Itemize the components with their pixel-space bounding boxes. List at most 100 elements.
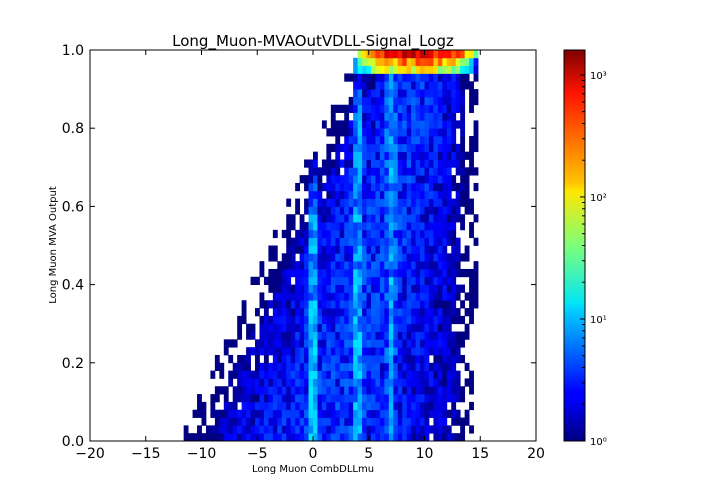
heatmap-cell [228,425,234,434]
heatmap-cell [272,354,278,364]
heatmap-cell [237,331,243,340]
heatmap-cell [348,276,354,285]
heatmap-cell [357,378,363,387]
heatmap-cell [451,245,457,254]
heatmap-cell [406,120,412,129]
heatmap-cell [437,214,443,223]
heatmap-cell [469,401,474,411]
heatmap-cell [460,425,466,434]
heatmap-cell [304,222,309,231]
heatmap-cell [192,433,198,442]
heatmap-cell [366,386,372,395]
heatmap-cell [370,370,376,379]
heatmap-cell [313,308,318,317]
heatmap-cell [451,89,457,98]
heatmap-cell [268,323,274,332]
heatmap-cell [357,339,363,348]
heatmap-cell [344,214,350,223]
heatmap-cell [290,237,296,246]
heatmap-cell [250,409,256,418]
heatmap-cell [469,159,474,168]
heatmap-cell [437,57,443,67]
heatmap-cell [442,143,448,153]
heatmap-cell [357,354,363,364]
heatmap-cell [308,300,314,309]
heatmap-cell [344,159,350,168]
heatmap-cell [442,378,448,387]
heatmap-cell [366,128,372,137]
heatmap-cell [437,292,443,301]
heatmap-cell [321,214,327,223]
heatmap-cell [420,57,425,67]
heatmap-cell [344,339,350,348]
heatmap-cell [313,268,318,278]
heatmap-cell [232,417,238,426]
heatmap-cell [433,378,439,387]
heatmap-cell [339,104,345,113]
heatmap-cell [366,151,372,160]
heatmap-cell [299,347,305,356]
heatmap-cell [460,96,466,106]
heatmap-cell [353,222,358,231]
heatmap-cell [246,417,251,426]
heatmap-cell [406,354,412,364]
heatmap-cell [272,417,278,426]
heatmap-cell [290,300,296,309]
heatmap-cell [348,292,354,301]
heatmap-cell [397,104,403,113]
heatmap-cell [335,417,341,426]
heatmap-cell [308,378,314,387]
heatmap-cell [384,237,390,246]
heatmap-cell [393,433,399,442]
heatmap-cell [362,245,367,254]
heatmap-cell [446,214,452,223]
heatmap-cell [353,112,358,121]
heatmap-cell [375,89,381,98]
heatmap-cell [326,159,332,168]
heatmap-cell [308,292,314,301]
heatmap-cell [290,370,296,379]
heatmap-cell [286,292,292,301]
heatmap-cell [339,315,345,325]
heatmap-cell [330,284,336,293]
heatmap-cell [415,104,421,113]
heatmap-cell [357,128,363,137]
heatmap-cell [384,222,390,231]
heatmap-cell [348,409,354,418]
heatmap-cell [326,394,332,403]
heatmap-cell [473,128,479,137]
heatmap-cell [353,362,358,372]
heatmap-cell [451,401,457,411]
heatmap-cell [411,394,416,403]
heatmap-cell [295,284,301,293]
heatmap-cell [344,300,350,309]
heatmap-cell [469,96,474,106]
heatmap-cell [321,315,327,325]
heatmap-cell [353,253,358,262]
heatmap-cell [433,128,439,137]
heatmap-cell [348,425,354,434]
heatmap-cell [420,370,425,379]
heatmap-cell [353,433,358,442]
heatmap-cell [379,50,385,59]
heatmap-cell [335,261,341,270]
heatmap-cell [437,276,443,285]
heatmap-cell [362,73,367,82]
heatmap-cell [375,331,381,340]
heatmap-cell [295,417,301,426]
heatmap-cell [424,136,430,145]
heatmap-cell [295,315,301,325]
heatmap-cell [411,182,416,192]
heatmap-cell [326,378,332,387]
heatmap-cell [237,378,243,387]
heatmap-cell [411,206,416,215]
heatmap-cell [353,104,358,113]
heatmap-cell [411,167,416,176]
heatmap-cell [370,112,376,121]
heatmap-cell [241,308,247,317]
heatmap-cell [286,323,292,332]
heatmap-cell [335,268,341,278]
heatmap-cell [388,276,394,285]
heatmap-cell [344,104,350,113]
heatmap-cell [411,292,416,301]
